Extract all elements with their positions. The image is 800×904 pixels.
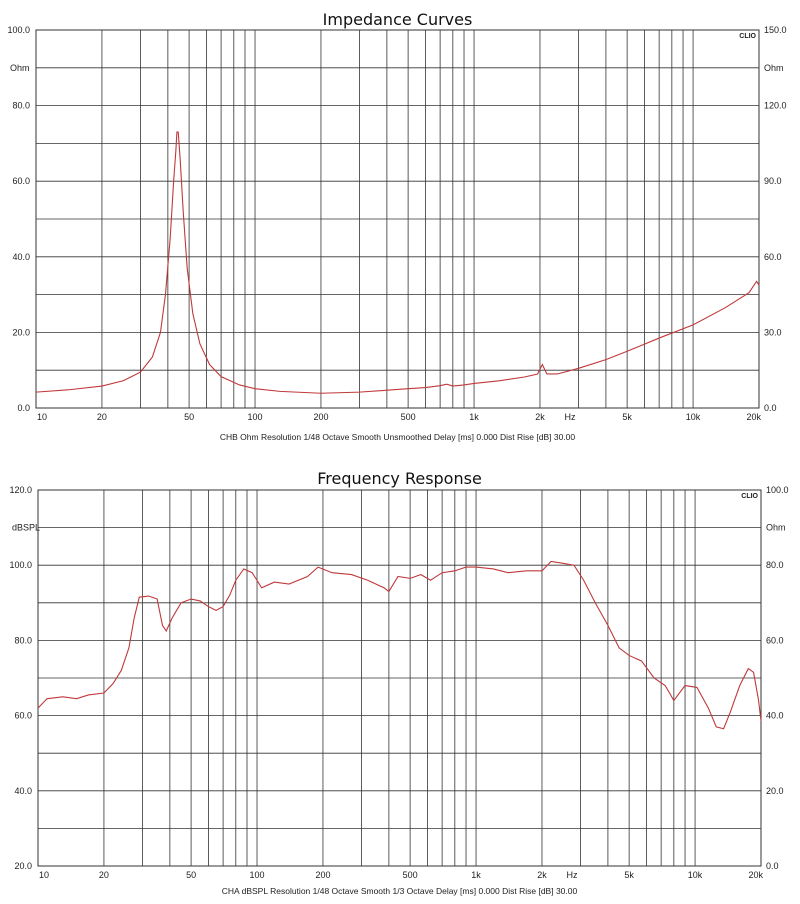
- chart-footer: CHB Ohm Resolution 1/48 Octave Smooth Un…: [220, 432, 576, 442]
- y-right-tick-label: 20.0: [766, 786, 784, 796]
- series-curve: [37, 560, 762, 730]
- y-left-unit-label: dBSPL: [12, 523, 40, 533]
- x-tick-label: 20k: [748, 870, 763, 880]
- chart-footer: CHA dBSPL Resolution 1/48 Octave Smooth …: [222, 886, 578, 896]
- x-tick-label: 200: [315, 870, 330, 880]
- x-tick-label: 10k: [688, 870, 703, 880]
- y-right-tick-label: 90.0: [764, 176, 782, 186]
- x-tick-label: 50: [184, 412, 194, 422]
- y-right-tick-label: 60.0: [766, 635, 784, 645]
- y-right-tick-label: 0.0: [766, 861, 779, 871]
- x-tick-label: 2k: [535, 412, 545, 422]
- x-unit-label: Hz: [564, 412, 575, 422]
- y-left-tick-label: 80.0: [12, 101, 30, 111]
- y-left-tick-label: 0.0: [17, 403, 30, 413]
- x-tick-label: 100: [248, 412, 263, 422]
- y-right-tick-label: 30.0: [764, 327, 782, 337]
- impedance-chart: Impedance Curves0.020.040.060.080.0100.0…: [7, 10, 786, 442]
- plot-frame: [37, 489, 762, 867]
- y-left-tick-label: 80.0: [14, 635, 32, 645]
- plot-frame: [35, 29, 760, 409]
- y-right-tick-label: 150.0: [764, 25, 787, 35]
- chart-title: Frequency Response: [317, 469, 482, 488]
- x-tick-label: 5k: [624, 870, 634, 880]
- y-right-tick-label: 80.0: [766, 560, 784, 570]
- x-tick-label: 1k: [471, 870, 481, 880]
- frequency-response-chart: Frequency Response20.040.060.080.0100.01…: [9, 469, 788, 896]
- y-left-tick-label: 100.0: [9, 560, 32, 570]
- x-tick-label: 50: [186, 870, 196, 880]
- x-tick-label: 5k: [622, 412, 632, 422]
- x-tick-label: 20: [99, 870, 109, 880]
- x-tick-label: 500: [403, 870, 418, 880]
- y-left-unit-label: Ohm: [10, 63, 30, 73]
- y-right-tick-label: 120.0: [764, 101, 787, 111]
- x-tick-label: 100: [250, 870, 265, 880]
- x-tick-label: 20: [97, 412, 107, 422]
- y-left-tick-label: 20.0: [12, 327, 30, 337]
- clio-logo: CLIO: [739, 33, 756, 40]
- y-left-tick-label: 60.0: [12, 176, 30, 186]
- y-left-tick-label: 120.0: [9, 485, 32, 495]
- y-right-tick-label: 0.0: [764, 403, 777, 413]
- series-curve: [35, 131, 760, 394]
- x-tick-label: 10: [37, 412, 47, 422]
- x-tick-label: 20k: [746, 412, 761, 422]
- x-tick-label: 1k: [469, 412, 479, 422]
- y-left-tick-label: 40.0: [12, 252, 30, 262]
- y-right-tick-label: 100.0: [766, 485, 789, 495]
- y-right-tick-label: 60.0: [764, 252, 782, 262]
- x-tick-label: 10k: [686, 412, 701, 422]
- y-left-tick-label: 40.0: [14, 786, 32, 796]
- y-left-tick-label: 20.0: [14, 861, 32, 871]
- x-unit-label: Hz: [566, 870, 577, 880]
- x-tick-label: 500: [401, 412, 416, 422]
- x-tick-label: 2k: [537, 870, 547, 880]
- x-tick-label: 10: [39, 870, 49, 880]
- clio-logo: CLIO: [741, 493, 758, 500]
- y-right-unit-label: Ohm: [766, 523, 786, 533]
- y-right-tick-label: 40.0: [766, 711, 784, 721]
- y-left-tick-label: 60.0: [14, 711, 32, 721]
- x-tick-label: 200: [313, 412, 328, 422]
- chart-title: Impedance Curves: [323, 10, 473, 29]
- y-left-tick-label: 100.0: [7, 25, 30, 35]
- y-right-unit-label: Ohm: [764, 63, 784, 73]
